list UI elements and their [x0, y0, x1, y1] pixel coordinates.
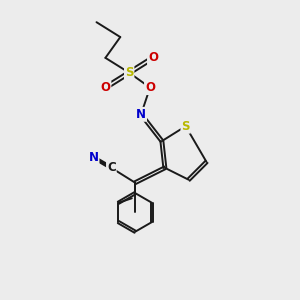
Text: C: C: [107, 161, 116, 174]
Text: N: N: [88, 151, 98, 164]
Text: S: S: [182, 120, 190, 133]
Text: O: O: [145, 81, 155, 94]
Text: S: S: [125, 66, 134, 79]
Text: N: N: [136, 108, 146, 121]
Text: O: O: [148, 51, 158, 64]
Text: O: O: [100, 81, 110, 94]
